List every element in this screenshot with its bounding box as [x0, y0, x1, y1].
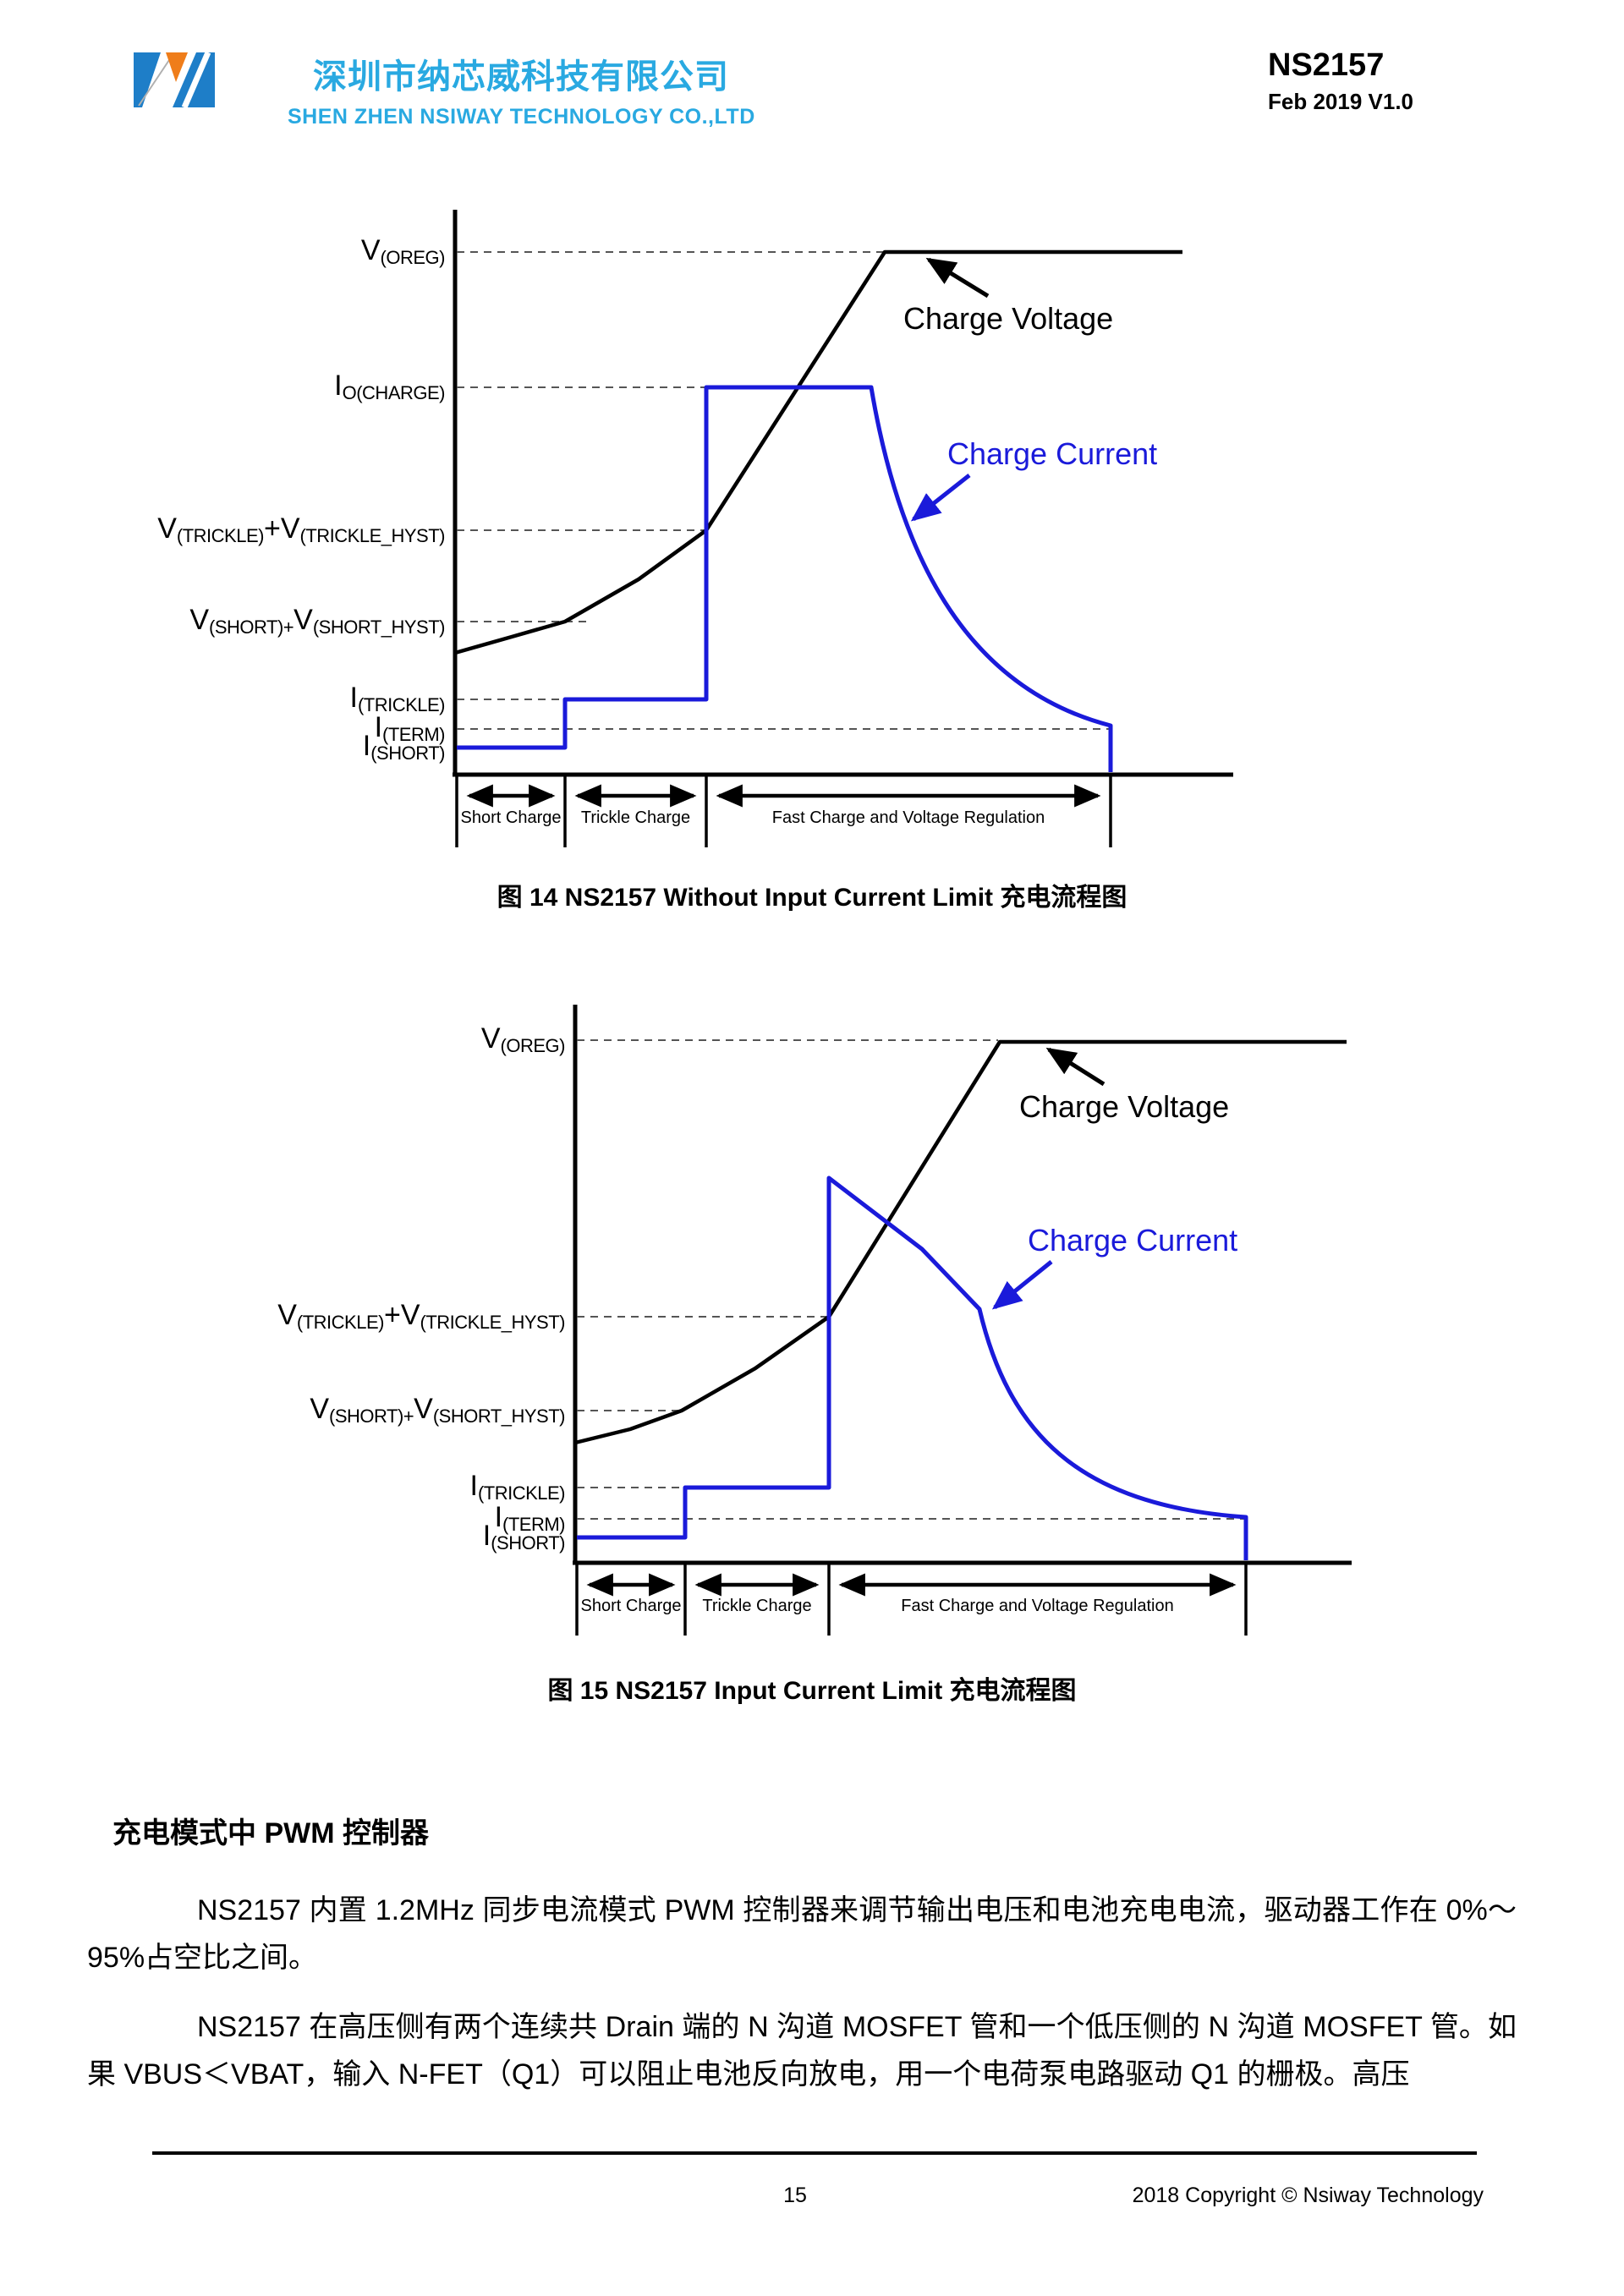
axis-label-sub: (SHORT)+	[329, 1405, 414, 1427]
part-number: NS2157	[1268, 47, 1385, 83]
axis-label-sub: (TRICKLE_HYST)	[420, 1311, 566, 1333]
axis-label-main: +V	[383, 1299, 420, 1331]
axis-label-i-short: I(SHORT)	[482, 1519, 566, 1560]
charge-voltage-curve	[574, 1039, 1347, 1445]
axis-label-main: V	[414, 1393, 433, 1425]
pwm-controller-section: 充电模式中 PWM 控制器 NS2157 内置 1.2MHz 同步电流模式 PW…	[87, 1810, 1517, 2120]
axis-label-sub: (TRICKLE)	[357, 693, 446, 715]
axis-label-sub: (OREG)	[380, 246, 446, 268]
document-id-block: NS2157 Feb 2019 V1.0	[1268, 47, 1413, 115]
segment-label-2: Trickle Charge	[702, 1597, 812, 1615]
axis-label-main: I	[494, 1501, 503, 1533]
axis-label-main: I	[482, 1520, 491, 1552]
axis-label-v-short: V(SHORT)+V(SHORT_HYST)	[189, 603, 445, 644]
nsiway-logo	[134, 51, 215, 109]
axis-label-v-oreg: V(OREG)	[480, 1022, 566, 1063]
axis-label-main: I	[334, 370, 343, 402]
copyright-notice: 2018 Copyright © Nsiway Technology	[1132, 2184, 1484, 2207]
axis-label-i-term: I(TERM)	[494, 1500, 566, 1542]
annotation-charge-voltage: Charge Voltage	[903, 301, 1114, 336]
axis-label-v-short: V(SHORT)+V(SHORT_HYST)	[310, 1392, 565, 1433]
axis-label-sub: (TERM)	[382, 723, 445, 745]
company-name-cn: 深圳市纳芯威科技有限公司	[313, 58, 729, 96]
axis-label-sub: (SHORT)	[491, 1532, 565, 1553]
axis-label-main: I	[374, 711, 383, 743]
axis-label-sub: (SHORT)+	[209, 616, 294, 638]
charge-current-curve	[577, 1175, 1248, 1560]
axis-label-v-trickle: V(TRICKLE)+V(TRICKLE_HYST)	[157, 512, 445, 553]
axis-label-i-short: I(SHORT)	[362, 729, 446, 770]
axis-label-main: V	[277, 1299, 297, 1331]
company-block: 深圳市纳芯威科技有限公司 SHEN ZHEN NSIWAY TECHNOLOGY…	[288, 49, 755, 129]
axis-label-sub: (TRICKLE_HYST)	[299, 524, 446, 546]
annotation-charge-voltage: Charge Voltage	[1019, 1089, 1230, 1124]
section-paragraph-2: NS2157 在高压侧有两个连续共 Drain 端的 N 沟道 MOSFET 管…	[87, 2011, 1517, 2091]
axis-label-io-charge: IO(CHARGE)	[334, 369, 445, 410]
axis-label-main: I	[469, 1470, 478, 1502]
annotation-charge-current: Charge Current	[947, 436, 1158, 471]
segment-label-3: Fast Charge and Voltage Regulation	[771, 808, 1045, 827]
axis-label-sub: (TRICKLE)	[477, 1482, 566, 1504]
section-heading: 充电模式中 PWM 控制器	[112, 1817, 429, 1849]
chart-1	[453, 210, 1233, 847]
segment-label-1: Short Charge	[460, 808, 562, 827]
axis-label-sub: (TERM)	[502, 1513, 565, 1535]
axis-label-main: V	[310, 1393, 330, 1425]
annotation-charge-current: Charge Current	[1028, 1223, 1238, 1258]
footer-divider	[152, 2151, 1477, 2155]
axis-label-v-oreg: V(OREG)	[360, 233, 446, 275]
figure-15-caption: 图 15 NS2157 Input Current Limit 充电流程图	[547, 1677, 1077, 1705]
segment-label-2: Trickle Charge	[580, 808, 691, 827]
axis-label-main: V	[360, 234, 381, 266]
segment-label-3: Fast Charge and Voltage Regulation	[901, 1597, 1174, 1615]
revision-date: Feb 2019 V1.0	[1268, 89, 1413, 114]
company-name-en: SHEN ZHEN NSIWAY TECHNOLOGY CO.,LTD	[288, 105, 755, 129]
axis-label-sub: (SHORT_HYST)	[312, 616, 446, 638]
charge-current-curve	[457, 385, 1113, 772]
axis-label-sub: (TRICKLE)	[296, 1311, 385, 1333]
axis-label-sub: (TRICKLE)	[176, 524, 265, 546]
page-number: 15	[783, 2184, 807, 2207]
axis-label-main: V	[157, 512, 177, 545]
axis-label-main: +V	[263, 512, 300, 545]
axis-label-sub: (SHORT)	[370, 742, 445, 764]
figure-14-caption: 图 14 NS2157 Without Input Current Limit …	[497, 884, 1127, 912]
charge-voltage-curve	[454, 249, 1182, 655]
axis-label-sub: (OREG)	[500, 1034, 566, 1056]
axis-label-i-trickle: I(TRICKLE)	[469, 1469, 565, 1510]
axis-label-v-trickle: V(TRICKLE)+V(TRICKLE_HYST)	[277, 1298, 565, 1340]
axis-label-i-trickle: I(TRICKLE)	[349, 681, 445, 722]
axis-label-sub: O(CHARGE)	[342, 381, 446, 403]
section-paragraph-1: NS2157 内置 1.2MHz 同步电流模式 PWM 控制器来调节输出电压和电…	[87, 1894, 1517, 1974]
axis-label-main: I	[349, 682, 358, 714]
segment-label-1: Short Charge	[580, 1597, 682, 1615]
axis-label-main: V	[189, 604, 210, 636]
axis-label-main: V	[480, 1022, 501, 1055]
axis-label-sub: (SHORT_HYST)	[432, 1405, 566, 1427]
axis-label-main: I	[362, 730, 371, 762]
axis-label-i-term: I(TERM)	[374, 710, 446, 752]
axis-label-main: V	[294, 604, 313, 636]
chart-2	[573, 1005, 1352, 1636]
